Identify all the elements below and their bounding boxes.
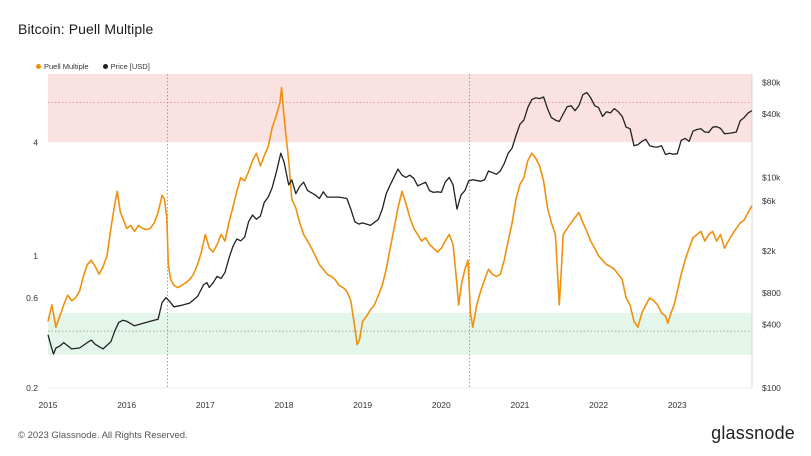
x-tick-label-2023: 2023 <box>668 400 687 410</box>
x-tick-label-2017: 2017 <box>196 400 215 410</box>
x-tick-label-2015: 2015 <box>39 400 58 410</box>
right-tick-label-800: $800 <box>762 288 781 298</box>
copyright-text: © 2023 Glassnode. All Rights Reserved. <box>18 430 188 441</box>
right-tick-label-40k: $40k <box>762 109 781 119</box>
right-tick-label-80k: $80k <box>762 77 781 87</box>
legend-dot-price <box>102 64 108 69</box>
left-tick-label-0.2: 0.2 <box>26 383 38 393</box>
left-tick-label-4: 4 <box>33 137 38 147</box>
right-tick-label-100: $100 <box>762 383 781 393</box>
legend-label-puell: Puell Multiple <box>44 62 89 71</box>
x-tick-label-2019: 2019 <box>353 400 372 410</box>
glassnode-logo[interactable]: glassnode <box>711 423 795 443</box>
x-tick-label-2016: 2016 <box>117 400 136 410</box>
series-line-puell-multiple <box>47 86 753 346</box>
x-tick-label-2021: 2021 <box>510 400 529 410</box>
legend-label-price: Price [USD] <box>110 62 150 71</box>
right-tick-label-10k: $10k <box>762 172 781 182</box>
zone-undervalued <box>48 312 752 355</box>
legend-dot-puell <box>36 64 41 69</box>
x-tick-label-2022: 2022 <box>589 400 608 410</box>
zone-overvalued <box>48 74 752 143</box>
series-line-price <box>47 91 753 355</box>
x-tick-label-2020: 2020 <box>432 400 451 410</box>
right-tick-label-2k: $2k <box>762 246 776 256</box>
right-tick-label-6k: $6k <box>762 196 776 206</box>
chart-title: Bitcoin: Puell Multiple <box>18 21 154 37</box>
legend-item-puell[interactable]: Puell Multiple <box>36 62 89 71</box>
legend: Puell Multiple Price [USD] <box>36 62 150 71</box>
right-tick-label-400: $400 <box>762 320 781 330</box>
legend-item-price[interactable]: Price [USD] <box>102 62 150 71</box>
x-tick-label-2018: 2018 <box>275 400 294 410</box>
left-tick-label-1: 1 <box>33 251 38 261</box>
left-tick-label-0.6: 0.6 <box>26 293 38 303</box>
